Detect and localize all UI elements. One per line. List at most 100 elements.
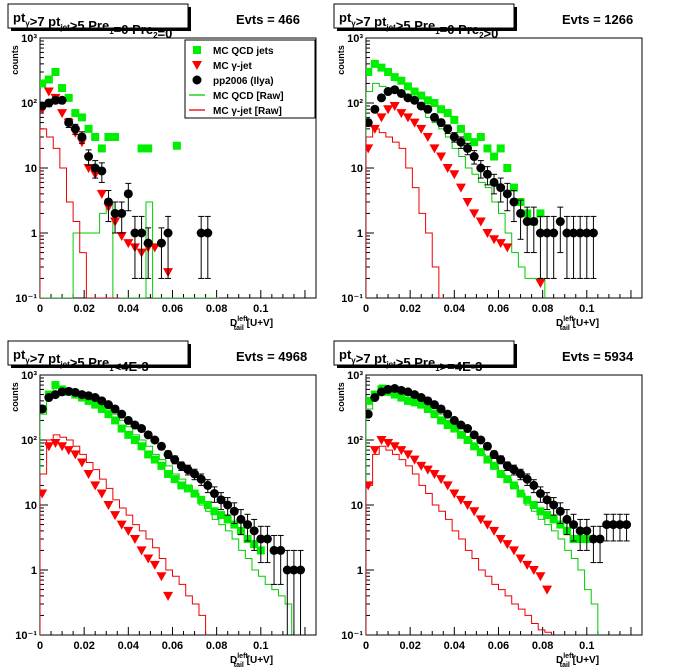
- title-fragment: 1: [109, 27, 114, 36]
- mc-qcd-point: [463, 132, 472, 141]
- mc-gamma-jet-point: [70, 450, 81, 460]
- data-point: [110, 404, 120, 414]
- x-label-fragment: [U+V]: [570, 318, 599, 329]
- mc-qcd-point: [423, 404, 432, 413]
- legend-label: pp2006 (Ilya): [213, 76, 274, 87]
- x-label-fragment: tail: [234, 325, 244, 332]
- mc-qcd-point: [509, 183, 518, 192]
- data-point: [555, 506, 565, 516]
- title-fragment: >5 Pre: [396, 18, 435, 33]
- mc-qcd-point: [71, 109, 80, 118]
- data-point: [103, 400, 113, 410]
- data-point: [243, 520, 253, 530]
- data-point: [110, 208, 120, 218]
- mc-qcd-point: [164, 469, 173, 478]
- mc-gamma-jet-point: [402, 450, 413, 460]
- data-point: [423, 104, 433, 114]
- data-point: [622, 520, 632, 530]
- data-point: [216, 495, 226, 505]
- data-point: [196, 474, 206, 484]
- plot-area: [366, 383, 632, 635]
- x-label-fragment: left: [237, 653, 248, 660]
- data-point: [137, 228, 147, 238]
- title-fragment: <4E-3: [114, 359, 149, 374]
- data-point: [482, 441, 492, 451]
- hist-mc-jet-raw-: [40, 128, 120, 298]
- mc-qcd-point: [410, 87, 419, 96]
- data-point: [489, 449, 499, 459]
- y-tick-label: 10: [25, 163, 37, 175]
- data-point: [575, 228, 585, 238]
- mc-gamma-jet-point: [535, 572, 546, 582]
- title-fragment: >5 Pre: [70, 18, 109, 33]
- title-fragment: pt: [13, 10, 26, 25]
- mc-qcd-point: [536, 209, 545, 218]
- data-point: [509, 197, 519, 207]
- hist-mc-jet-raw-: [366, 445, 552, 635]
- data-point: [489, 177, 499, 187]
- title-fragment: 1: [435, 27, 440, 36]
- data-point: [569, 520, 579, 530]
- plot-frame: [39, 374, 317, 636]
- x-tick-label: 0.1: [253, 303, 268, 315]
- mc-gamma-jet-point: [502, 243, 513, 253]
- mc-qcd-point: [437, 416, 446, 425]
- mc-qcd-point: [410, 398, 419, 407]
- mc-qcd-point: [91, 132, 100, 141]
- data-point: [549, 228, 559, 238]
- mc-qcd-point: [97, 404, 106, 413]
- data-point: [203, 480, 213, 490]
- data-point: [535, 228, 545, 238]
- mc-qcd-point: [177, 481, 186, 490]
- series-square: [40, 67, 181, 153]
- x-label-fragment: left: [563, 653, 574, 660]
- title-fragment: 2: [479, 31, 484, 40]
- data-point: [229, 506, 239, 516]
- y-tick-label: 10: [351, 163, 363, 175]
- x-label-fragment: D: [556, 655, 563, 666]
- data-point: [249, 526, 259, 536]
- mc-gamma-jet-point: [409, 455, 420, 465]
- x-tick-label: 0: [37, 640, 43, 652]
- data-point: [562, 514, 572, 524]
- mc-gamma-jet-point: [409, 118, 420, 128]
- x-label-fragment: [U+V]: [570, 655, 599, 666]
- mc-gamma-jet-point: [489, 235, 500, 245]
- title-fragment: γ: [351, 19, 356, 28]
- data-point: [575, 526, 585, 536]
- data-point: [436, 118, 446, 128]
- title-fragment: >=4E-3: [440, 359, 483, 374]
- data-point: [516, 469, 526, 479]
- x-tick-label: 0.08: [206, 303, 227, 315]
- mc-gamma-jet-point: [429, 144, 440, 154]
- data-point: [150, 435, 160, 445]
- data-point: [90, 393, 100, 403]
- data-point: [143, 238, 153, 248]
- panel-title: ptγ>7 ptjet>5 Pre1>=4E-3: [333, 340, 517, 374]
- mc-qcd-point: [450, 424, 459, 433]
- x-tick-label: 0.06: [488, 303, 509, 315]
- data-point: [383, 384, 393, 394]
- mc-gamma-jet-point: [429, 469, 440, 479]
- x-tick-label: 0.06: [162, 303, 183, 315]
- mc-qcd-point: [456, 124, 465, 133]
- x-tick-label: 0.04: [444, 640, 466, 652]
- mc-qcd-point: [430, 99, 439, 107]
- title-fragment: pt: [339, 10, 352, 25]
- mc-gamma-jet-point: [442, 481, 453, 491]
- plot-frame: [365, 374, 643, 636]
- mc-gamma-jet-point: [43, 87, 54, 97]
- x-tick-label: 0: [363, 303, 369, 315]
- mc-gamma-jet-point: [416, 461, 427, 471]
- data-point: [595, 534, 605, 544]
- plot-area: [40, 67, 219, 298]
- data-point: [117, 409, 127, 419]
- x-tick-label: 0.08: [206, 640, 227, 652]
- x-label-fragment: tail: [560, 662, 570, 669]
- data-point: [130, 228, 140, 238]
- mc-qcd-point: [137, 442, 146, 451]
- data-point: [223, 500, 233, 510]
- title-fragment: 1: [435, 364, 440, 373]
- x-label-fragment: D: [556, 318, 563, 329]
